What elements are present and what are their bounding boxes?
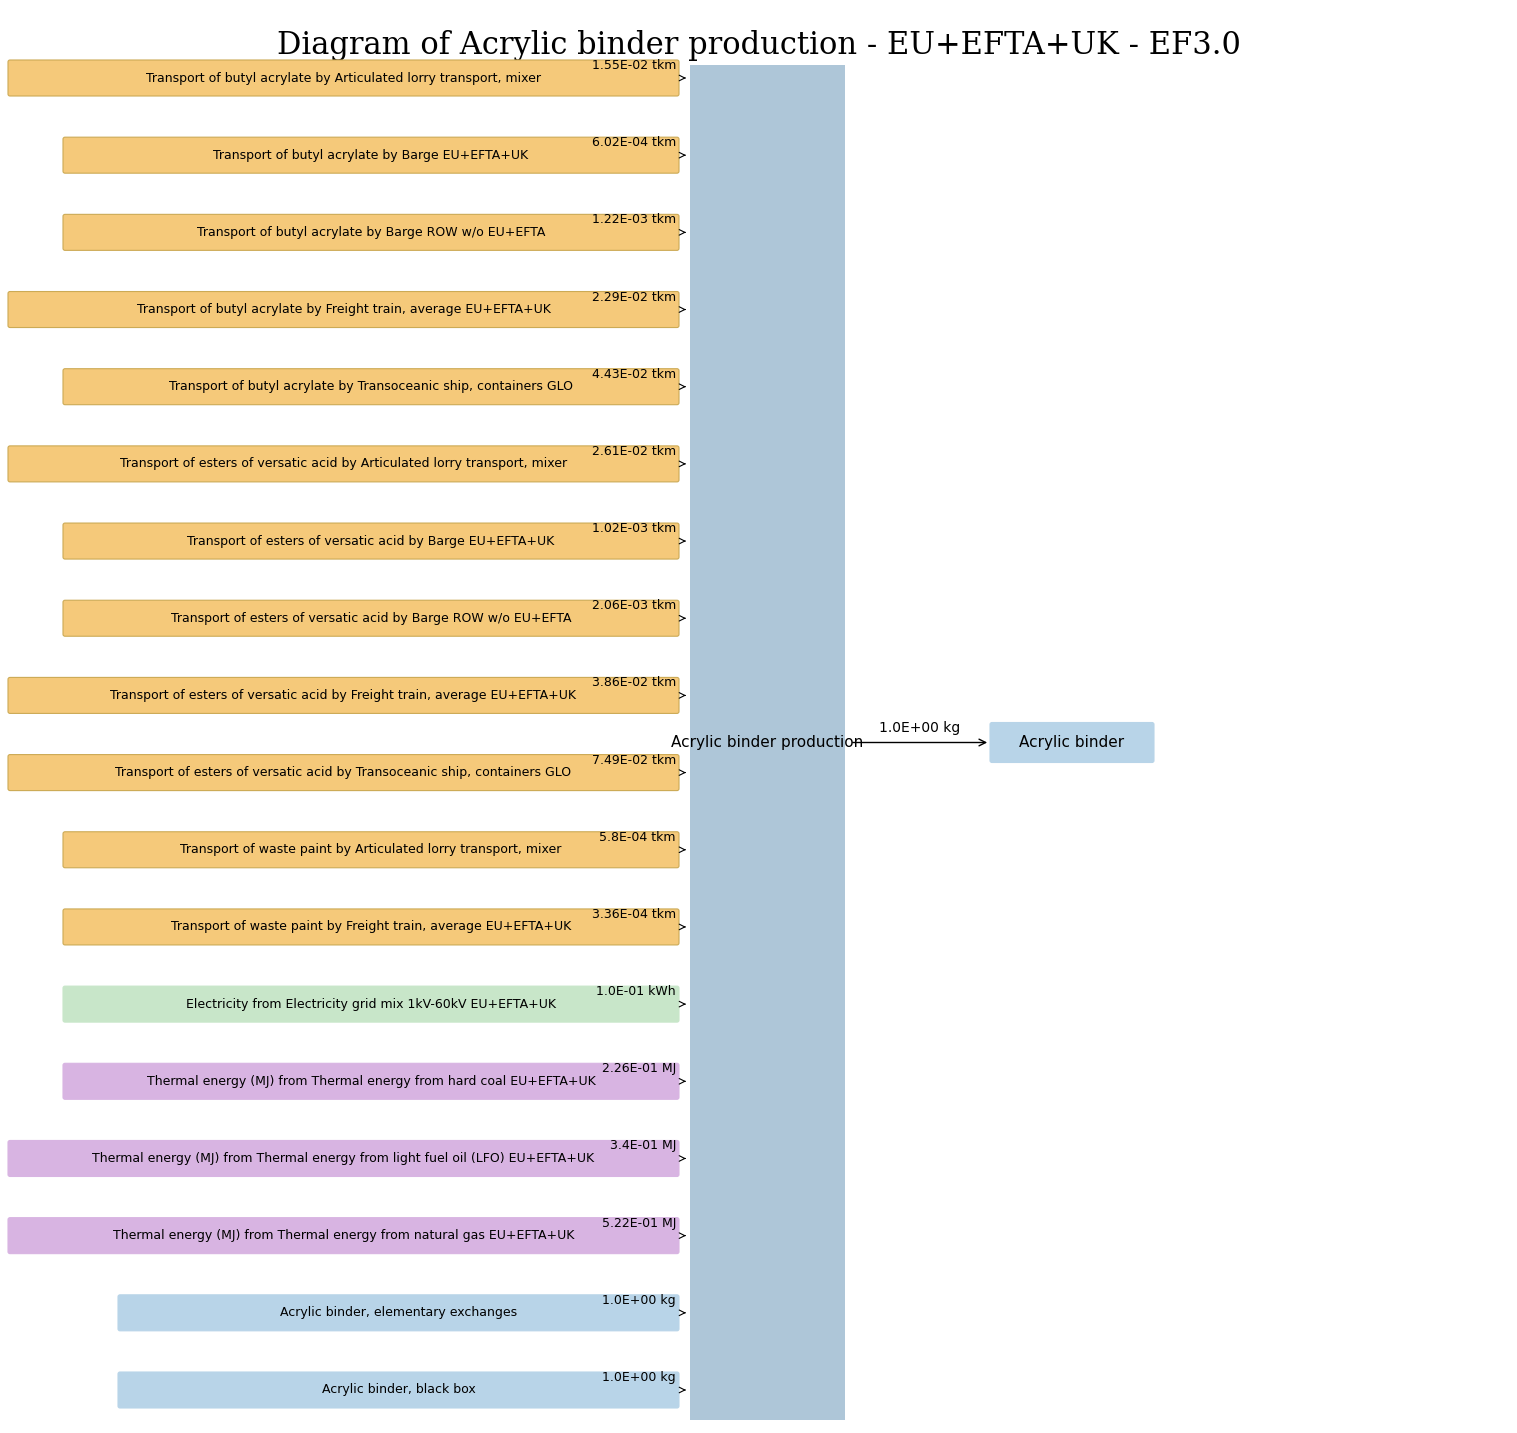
FancyBboxPatch shape [991, 722, 1154, 762]
FancyBboxPatch shape [64, 1063, 680, 1099]
FancyBboxPatch shape [118, 1295, 680, 1331]
Text: Thermal energy (MJ) from Thermal energy from natural gas EU+EFTA+UK: Thermal energy (MJ) from Thermal energy … [112, 1230, 575, 1242]
FancyBboxPatch shape [8, 1218, 680, 1254]
Text: 3.4E-01 MJ: 3.4E-01 MJ [610, 1139, 677, 1152]
Text: 4.43E-02 tkm: 4.43E-02 tkm [592, 368, 677, 381]
Text: Transport of butyl acrylate by Transoceanic ship, containers GLO: Transport of butyl acrylate by Transocea… [168, 380, 573, 393]
FancyBboxPatch shape [64, 138, 680, 173]
Text: 2.26E-01 MJ: 2.26E-01 MJ [602, 1062, 677, 1075]
Text: Transport of butyl acrylate by Barge ROW w/o EU+EFTA: Transport of butyl acrylate by Barge ROW… [197, 226, 545, 239]
FancyBboxPatch shape [64, 523, 680, 559]
Text: Acrylic binder: Acrylic binder [1019, 735, 1124, 749]
FancyBboxPatch shape [64, 831, 680, 868]
Text: 1.0E+00 kg: 1.0E+00 kg [880, 721, 960, 735]
Text: 2.29E-02 tkm: 2.29E-02 tkm [592, 291, 677, 304]
Text: 5.8E-04 tkm: 5.8E-04 tkm [599, 831, 677, 844]
Text: Transport of esters of versatic acid by Barge EU+EFTA+UK: Transport of esters of versatic acid by … [188, 535, 555, 547]
Text: 1.0E+00 kg: 1.0E+00 kg [602, 1371, 677, 1384]
Text: Transport of butyl acrylate by Articulated lorry transport, mixer: Transport of butyl acrylate by Articulat… [146, 72, 542, 85]
FancyBboxPatch shape [8, 678, 680, 714]
FancyBboxPatch shape [64, 986, 680, 1022]
Text: 2.06E-03 tkm: 2.06E-03 tkm [592, 599, 677, 612]
Text: Acrylic binder production: Acrylic binder production [672, 735, 863, 749]
Text: Transport of waste paint by Freight train, average EU+EFTA+UK: Transport of waste paint by Freight trai… [171, 920, 570, 933]
FancyBboxPatch shape [64, 368, 680, 404]
Text: Transport of esters of versatic acid by Transoceanic ship, containers GLO: Transport of esters of versatic acid by … [115, 767, 572, 780]
Text: 2.61E-02 tkm: 2.61E-02 tkm [592, 444, 677, 459]
Text: Diagram of Acrylic binder production - EU+EFTA+UK - EF3.0: Diagram of Acrylic binder production - E… [276, 30, 1241, 62]
Text: Transport of esters of versatic acid by Articulated lorry transport, mixer: Transport of esters of versatic acid by … [120, 457, 567, 470]
Text: 1.55E-02 tkm: 1.55E-02 tkm [592, 59, 677, 72]
FancyBboxPatch shape [64, 600, 680, 636]
FancyBboxPatch shape [8, 1141, 680, 1176]
Text: Transport of butyl acrylate by Freight train, average EU+EFTA+UK: Transport of butyl acrylate by Freight t… [137, 302, 551, 317]
Text: Thermal energy (MJ) from Thermal energy from hard coal EU+EFTA+UK: Thermal energy (MJ) from Thermal energy … [147, 1075, 595, 1088]
Text: 7.49E-02 tkm: 7.49E-02 tkm [592, 754, 677, 767]
Text: 6.02E-04 tkm: 6.02E-04 tkm [592, 136, 677, 149]
FancyBboxPatch shape [8, 755, 680, 791]
Text: Acrylic binder, elementary exchanges: Acrylic binder, elementary exchanges [281, 1307, 517, 1320]
Text: Transport of waste paint by Articulated lorry transport, mixer: Transport of waste paint by Articulated … [181, 843, 561, 857]
Text: Transport of esters of versatic acid by Barge ROW w/o EU+EFTA: Transport of esters of versatic acid by … [171, 612, 572, 625]
Text: 1.0E+00 kg: 1.0E+00 kg [602, 1294, 677, 1307]
Bar [690, 64, 845, 1420]
FancyBboxPatch shape [64, 909, 680, 944]
FancyBboxPatch shape [8, 291, 680, 328]
Text: 3.36E-04 tkm: 3.36E-04 tkm [592, 909, 677, 921]
Text: 3.86E-02 tkm: 3.86E-02 tkm [592, 676, 677, 689]
Text: Thermal energy (MJ) from Thermal energy from light fuel oil (LFO) EU+EFTA+UK: Thermal energy (MJ) from Thermal energy … [93, 1152, 595, 1165]
Text: Electricity from Electricity grid mix 1kV-60kV EU+EFTA+UK: Electricity from Electricity grid mix 1k… [187, 997, 557, 1010]
FancyBboxPatch shape [64, 215, 680, 251]
Text: Acrylic binder, black box: Acrylic binder, black box [322, 1383, 475, 1397]
Text: 1.22E-03 tkm: 1.22E-03 tkm [592, 214, 677, 226]
FancyBboxPatch shape [8, 60, 680, 96]
Text: Transport of butyl acrylate by Barge EU+EFTA+UK: Transport of butyl acrylate by Barge EU+… [214, 149, 528, 162]
FancyBboxPatch shape [8, 446, 680, 481]
Text: 5.22E-01 MJ: 5.22E-01 MJ [602, 1217, 677, 1230]
Text: 1.0E-01 kWh: 1.0E-01 kWh [596, 984, 677, 999]
Text: 1.02E-03 tkm: 1.02E-03 tkm [592, 522, 677, 535]
FancyBboxPatch shape [118, 1371, 680, 1409]
Text: Transport of esters of versatic acid by Freight train, average EU+EFTA+UK: Transport of esters of versatic acid by … [111, 689, 576, 702]
